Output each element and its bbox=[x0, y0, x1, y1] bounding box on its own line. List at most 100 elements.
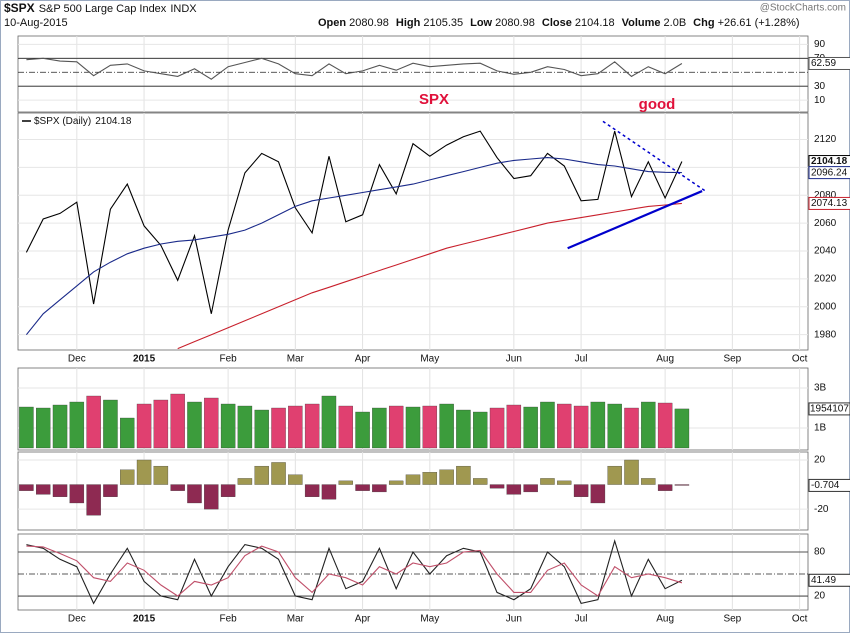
bar bbox=[372, 407, 387, 449]
bar bbox=[456, 409, 471, 449]
x-tick-label: Mar bbox=[287, 614, 305, 625]
bar bbox=[607, 465, 622, 485]
bar bbox=[86, 484, 101, 516]
bar bbox=[657, 484, 673, 491]
x-tick-label: Jun bbox=[506, 354, 522, 365]
y-tick-label: 2120 bbox=[814, 134, 837, 145]
last-value-box bbox=[808, 478, 850, 492]
y-tick-label: 80 bbox=[814, 547, 826, 558]
bar bbox=[220, 403, 236, 449]
y-tick-label: 2040 bbox=[814, 246, 837, 257]
bar bbox=[624, 459, 639, 485]
y-tick-label: 90 bbox=[814, 39, 826, 50]
bar bbox=[674, 408, 690, 449]
bar bbox=[506, 404, 522, 449]
last-value-label: 2074.13 bbox=[811, 198, 848, 209]
bar bbox=[355, 484, 370, 491]
annotation: SPX bbox=[419, 91, 449, 108]
bar bbox=[473, 411, 488, 449]
panel bbox=[17, 451, 809, 531]
bar bbox=[136, 459, 152, 485]
bar bbox=[237, 405, 253, 449]
last-value-label: 62.59 bbox=[811, 58, 836, 69]
x-tick-label: Dec bbox=[68, 354, 86, 365]
y-tick-label: 20 bbox=[814, 455, 826, 466]
bar bbox=[338, 405, 353, 449]
bar bbox=[204, 397, 219, 449]
y-tick-label: 1980 bbox=[814, 329, 837, 340]
bar bbox=[439, 403, 454, 449]
bar bbox=[36, 407, 51, 449]
stat-value: 2105.35 bbox=[423, 17, 463, 29]
x-tick-label: Oct bbox=[792, 354, 808, 365]
legend-name: $SPX (Daily) bbox=[34, 116, 91, 127]
trendline bbox=[567, 190, 703, 250]
bar bbox=[153, 399, 169, 449]
bar bbox=[19, 484, 34, 491]
last-value-label: 41.49 bbox=[811, 575, 836, 586]
bar bbox=[388, 405, 404, 449]
bar bbox=[288, 405, 303, 449]
bar bbox=[254, 465, 269, 485]
line bbox=[25, 157, 682, 336]
bar bbox=[540, 401, 555, 449]
symbol: $SPX bbox=[4, 1, 35, 15]
bar bbox=[187, 484, 202, 504]
x-tick-label: Apr bbox=[355, 354, 371, 365]
legend-value: 2104.18 bbox=[95, 116, 132, 127]
bar bbox=[170, 484, 185, 491]
last-value-label: 2096.24 bbox=[811, 167, 848, 178]
bar bbox=[405, 406, 421, 449]
last-value-box bbox=[808, 402, 850, 416]
stats: Open 2080.98 High 2105.35 Low 2080.98 Close 210… bbox=[318, 17, 800, 29]
x-tick-label: May bbox=[420, 354, 439, 365]
last-value-box bbox=[808, 196, 850, 210]
x-tick-label: Oct bbox=[792, 614, 808, 625]
y-tick-label: 3B bbox=[814, 383, 827, 394]
y-tick-label: 2060 bbox=[814, 218, 837, 229]
bar bbox=[506, 484, 522, 495]
last-value-label: -0.704 bbox=[811, 480, 840, 491]
stat-label: Open bbox=[318, 17, 346, 29]
bar bbox=[52, 484, 68, 497]
bar bbox=[473, 478, 488, 485]
bar bbox=[220, 484, 236, 497]
stat-value: +26.61 (+1.28%) bbox=[718, 17, 800, 29]
bar bbox=[120, 469, 135, 485]
annotation: good bbox=[639, 96, 676, 113]
bar bbox=[624, 407, 639, 449]
stat-label: Chg bbox=[693, 17, 714, 29]
y-tick-label: 1B bbox=[814, 423, 827, 434]
bar bbox=[456, 465, 471, 485]
line bbox=[26, 545, 683, 597]
x-tick-label: Sep bbox=[723, 614, 741, 625]
x-tick-label: Dec bbox=[68, 614, 86, 625]
last-value-box bbox=[808, 166, 850, 180]
panel bbox=[17, 112, 809, 351]
bar bbox=[540, 478, 555, 485]
bar bbox=[69, 401, 85, 449]
x-tick-label: Feb bbox=[219, 354, 237, 365]
source: @StockCharts.com bbox=[760, 3, 846, 14]
bar bbox=[674, 484, 690, 486]
x-tick-label: Apr bbox=[355, 614, 371, 625]
line bbox=[26, 539, 683, 605]
bar bbox=[557, 480, 572, 485]
bar bbox=[19, 406, 34, 449]
x-tick-label: Jun bbox=[506, 614, 522, 625]
bar bbox=[388, 480, 404, 485]
bar bbox=[523, 406, 538, 449]
exchange: INDX bbox=[170, 3, 197, 15]
bar bbox=[573, 405, 589, 449]
y-tick-label: 2080 bbox=[814, 190, 837, 201]
y-tick-label: 30 bbox=[814, 81, 826, 92]
bar bbox=[304, 403, 320, 449]
bar bbox=[607, 403, 622, 449]
bar bbox=[372, 484, 387, 493]
x-tick-label: 2015 bbox=[133, 614, 156, 625]
index-name: S&P 500 Large Cap Index bbox=[39, 3, 167, 15]
stat-value: 2.0B bbox=[664, 17, 687, 29]
panel bbox=[17, 35, 809, 113]
x-tick-label: Jul bbox=[575, 614, 588, 625]
y-tick-label: 20 bbox=[814, 591, 826, 602]
